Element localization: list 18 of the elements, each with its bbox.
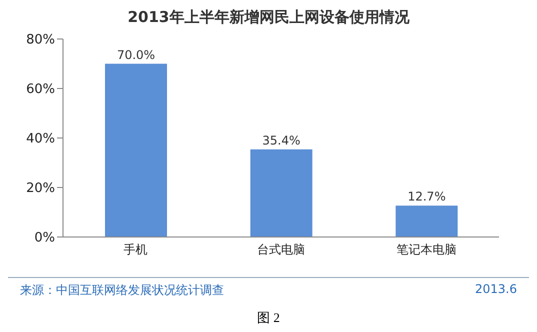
x-tick-label: 手机: [124, 242, 148, 257]
chart-title: 2013年上半年新增网民上网设备使用情况: [126, 8, 410, 27]
data-label: 70.0%: [116, 48, 156, 62]
x-tick-label: 台式电脑: [257, 242, 305, 257]
y-tick-label: 20%: [26, 181, 55, 196]
bar: [396, 206, 458, 237]
data-label: 12.7%: [408, 190, 446, 204]
y-tick-label: 0%: [34, 230, 55, 246]
y-tick-label: 60%: [26, 82, 55, 98]
text: 2013.6: [475, 282, 517, 298]
data-label: 35.4%: [262, 133, 300, 148]
y-tick-label: 80%: [26, 32, 55, 48]
source-note: 来源：中国互联网络发展状况统计调查: [20, 282, 224, 299]
caption: 图 2: [256, 309, 281, 327]
x-tick-label: 笔记本电脑: [396, 242, 456, 257]
y-tick-label: 40%: [26, 132, 55, 147]
bar: [105, 64, 167, 237]
bar: [250, 149, 312, 237]
